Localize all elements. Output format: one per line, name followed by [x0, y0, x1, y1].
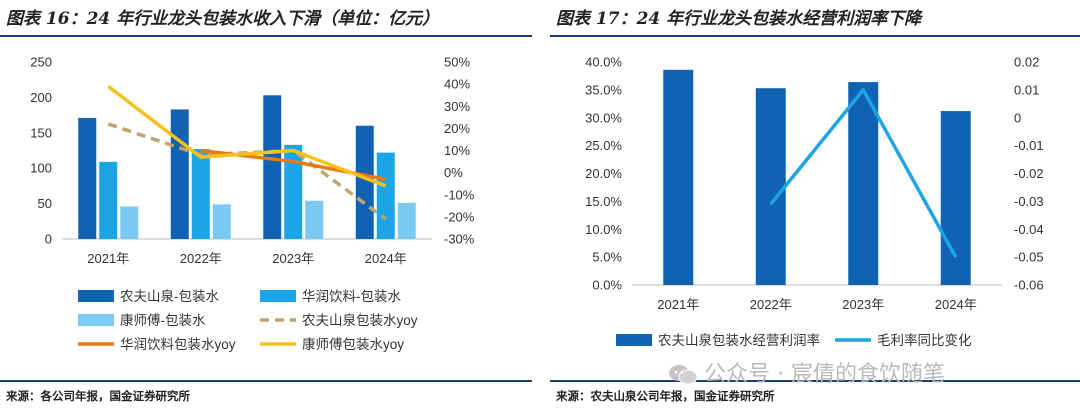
y-axis-tick-label: 0.0%: [592, 278, 622, 293]
y2-axis-tick-label: -0.06: [1014, 278, 1044, 293]
x-axis-tick-label: 2021年: [87, 251, 129, 266]
y2-axis-tick-label: -0.05: [1014, 250, 1044, 265]
y-axis-tick-label: 25.0%: [585, 138, 622, 153]
y-axis-tick-label: 10.0%: [585, 222, 622, 237]
y-axis-tick-label: 200: [30, 90, 52, 105]
y-axis-tick-label: 50: [38, 196, 52, 211]
y2-axis-tick-label: -30%: [444, 232, 475, 247]
right-title-rule: [550, 35, 1080, 37]
y2-axis-tick-label: 30%: [444, 99, 470, 114]
bar: [170, 109, 189, 239]
y-axis-tick-label: 20.0%: [585, 166, 622, 181]
y-axis-tick-label: 35.0%: [585, 82, 622, 97]
bar: [663, 69, 694, 286]
left-title-rule: [0, 35, 532, 37]
left-source-rule: [0, 380, 532, 382]
y2-axis-tick-label: 50%: [444, 55, 470, 70]
y2-axis-tick-label: 0: [1014, 110, 1021, 125]
bar: [212, 204, 231, 239]
y2-axis-tick-label: 10%: [444, 143, 470, 158]
legend-swatch: [78, 314, 114, 326]
bar: [191, 149, 210, 239]
legend-swatch: [78, 290, 114, 302]
watermark-text: 公众号 · 宸倩的食饮随笔: [704, 362, 945, 387]
left-chart-title: 图表 16：24 年行业龙头包装水收入下滑（单位：亿元）: [6, 9, 440, 29]
legend-swatch: [260, 290, 296, 302]
y-axis-tick-label: 40.0%: [585, 55, 622, 70]
y2-axis-tick-label: 0.01: [1014, 82, 1039, 97]
series-line: [769, 88, 958, 258]
legend-label: 农夫山泉包装水经营利润率: [658, 332, 820, 348]
x-axis-tick-label: 2023年: [272, 251, 314, 266]
legend-label: 毛利率同比变化: [877, 332, 972, 348]
legend-label: 华润饮料包装水yoy: [120, 337, 236, 352]
bar: [848, 82, 879, 285]
legend-label: 康师傅-包装水: [120, 312, 206, 328]
y2-axis-tick-label: 0%: [444, 165, 463, 180]
y2-axis-tick-label: 40%: [444, 77, 470, 92]
bar: [940, 111, 971, 285]
legend-label: 华润饮料-包装水: [302, 289, 401, 304]
bar: [755, 88, 786, 285]
bar: [263, 95, 282, 239]
x-axis-tick-label: 2024年: [935, 297, 977, 312]
y-axis-tick-label: 30.0%: [585, 110, 622, 125]
bar: [78, 117, 97, 239]
legend-label: 康师傅包装水yoy: [302, 336, 404, 352]
x-axis-tick-label: 2022年: [180, 251, 222, 266]
bar: [376, 152, 395, 239]
y2-axis-tick-label: -0.04: [1014, 222, 1044, 237]
bar: [305, 200, 324, 239]
y2-axis-tick-label: -0.02: [1014, 166, 1044, 181]
y-axis-tick-label: 5.0%: [592, 250, 622, 265]
bar: [120, 206, 139, 239]
y2-axis-tick-label: -10%: [444, 187, 475, 202]
y-axis-tick-label: 250: [30, 55, 52, 70]
legend-swatch: [616, 334, 652, 346]
x-axis-tick-label: 2024年: [365, 251, 407, 266]
y-axis-tick-label: 150: [30, 125, 52, 140]
bar: [397, 202, 416, 239]
bar: [355, 125, 374, 239]
legend-label: 农夫山泉-包装水: [120, 288, 219, 304]
right-chart: 0.0% 5.0% 10.0% 15.0% 20.0% 25.0% 30.0% 35.0% 40…: [585, 55, 1044, 349]
y2-axis-tick-label: 0.02: [1014, 55, 1039, 70]
y2-axis-tick-label: -0.03: [1014, 194, 1044, 209]
y2-axis-tick-label: -20%: [444, 209, 475, 224]
right-source-note: 来源：农夫山泉公司年报，国金证券研究所: [556, 389, 775, 403]
series-line: [107, 84, 387, 188]
right-source-rule: [550, 380, 1080, 382]
y-axis-tick-label: 100: [30, 161, 52, 176]
left-chart: 0 50 100 150 200 250 -30% -20% -10% 0% 10% 20% 30% 40…: [30, 55, 475, 353]
y-axis-tick-label: 15.0%: [585, 194, 622, 209]
right-chart-title: 图表 17：24 年行业龙头包装水经营利润率下降: [556, 9, 922, 29]
legend-label: 农夫山泉包装水yoy: [302, 312, 418, 328]
x-axis-tick-label: 2022年: [750, 297, 792, 312]
wechat-icon: [669, 365, 698, 385]
watermark: 公众号 · 宸倩的食饮随笔: [668, 356, 945, 388]
x-axis-tick-label: 2021年: [657, 297, 699, 312]
y2-axis-tick-label: 20%: [444, 121, 470, 136]
bar: [99, 161, 118, 239]
bar: [284, 144, 303, 239]
y2-axis-tick-label: -0.01: [1014, 138, 1044, 153]
left-source-note: 来源：各公司年报，国金证券研究所: [6, 389, 190, 403]
y-axis-tick-label: 0: [45, 232, 52, 247]
x-axis-tick-label: 2023年: [842, 297, 884, 312]
